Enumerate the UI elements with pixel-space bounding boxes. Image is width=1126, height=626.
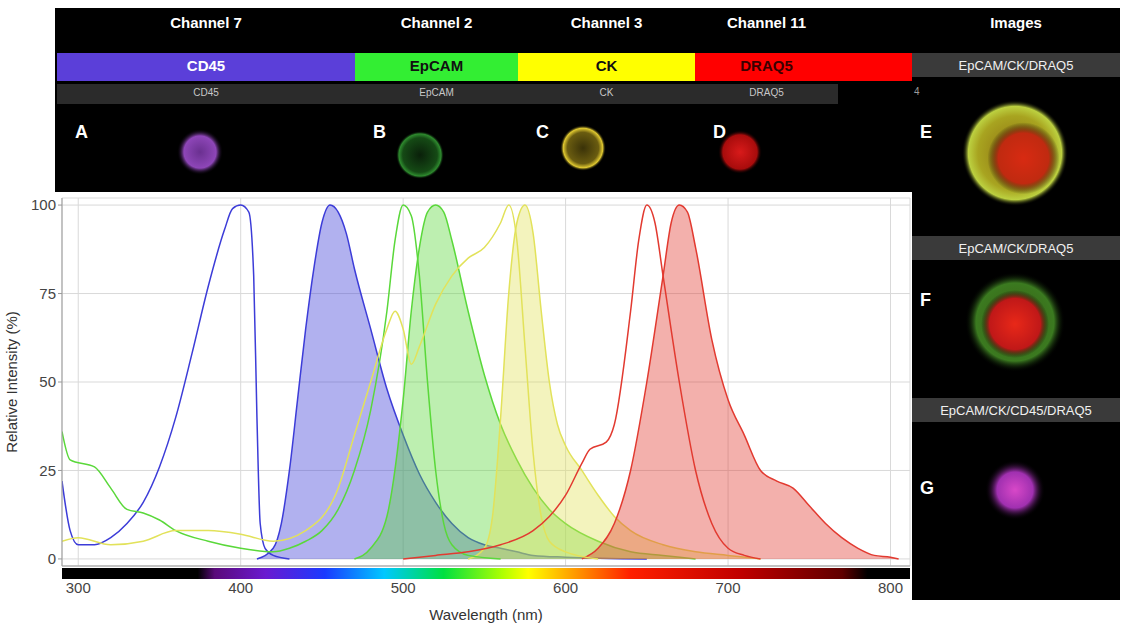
html-text:Channel 3: Channel 3 <box>570 14 643 31</box>
html-text:Channel 7: Channel 7 <box>170 14 242 31</box>
html-text:Channel 2: Channel 2 <box>400 14 473 31</box>
svg-text:0: 0 <box>48 550 56 567</box>
html-text:D: D <box>713 122 726 142</box>
html-text:C: C <box>536 122 549 142</box>
svg-text:50: 50 <box>39 373 56 390</box>
html-text:DRAQ5: DRAQ5 <box>740 57 793 74</box>
html-text:4: 4 <box>914 86 920 97</box>
svg-text:25: 25 <box>39 462 56 479</box>
html-text:Images: Images <box>990 14 1042 31</box>
svg-text:800: 800 <box>878 579 903 596</box>
html-text:CK: CK <box>599 87 614 98</box>
svg-text:Wavelength (nm): Wavelength (nm) <box>429 606 543 623</box>
html-text:EpCAM/CK/DRAQ5: EpCAM/CK/DRAQ5 <box>958 241 1074 256</box>
html-text:EpCAM/CK/DRAQ5: EpCAM/CK/DRAQ5 <box>958 58 1074 73</box>
svg-text:500: 500 <box>391 579 416 596</box>
html-text:Channel 11: Channel 11 <box>726 14 807 31</box>
svg-text:75: 75 <box>39 285 56 302</box>
svg-text:400: 400 <box>228 579 253 596</box>
svg-text:100: 100 <box>31 196 56 213</box>
html-text:DRAQ5: DRAQ5 <box>749 87 784 98</box>
html-text:CD45: CD45 <box>186 57 226 74</box>
html-text:EpCAM/CK/CD45/DRAQ5: EpCAM/CK/CD45/DRAQ5 <box>940 403 1092 418</box>
svg-text:700: 700 <box>716 579 741 596</box>
svg-text:Relative Intensity (%): Relative Intensity (%) <box>3 311 20 453</box>
html-text:F: F <box>920 290 931 310</box>
svg-text:300: 300 <box>66 579 91 596</box>
svg-text:600: 600 <box>553 579 578 596</box>
html-text:E: E <box>920 122 932 142</box>
html-text:G: G <box>920 478 934 498</box>
html-text:B: B <box>373 122 386 142</box>
html-text:EpCAM: EpCAM <box>419 87 454 98</box>
html-text:EpCAM: EpCAM <box>409 57 464 74</box>
html-text:A: A <box>75 122 88 142</box>
html-text:CK: CK <box>595 57 618 74</box>
html-text:CD45: CD45 <box>193 87 219 98</box>
